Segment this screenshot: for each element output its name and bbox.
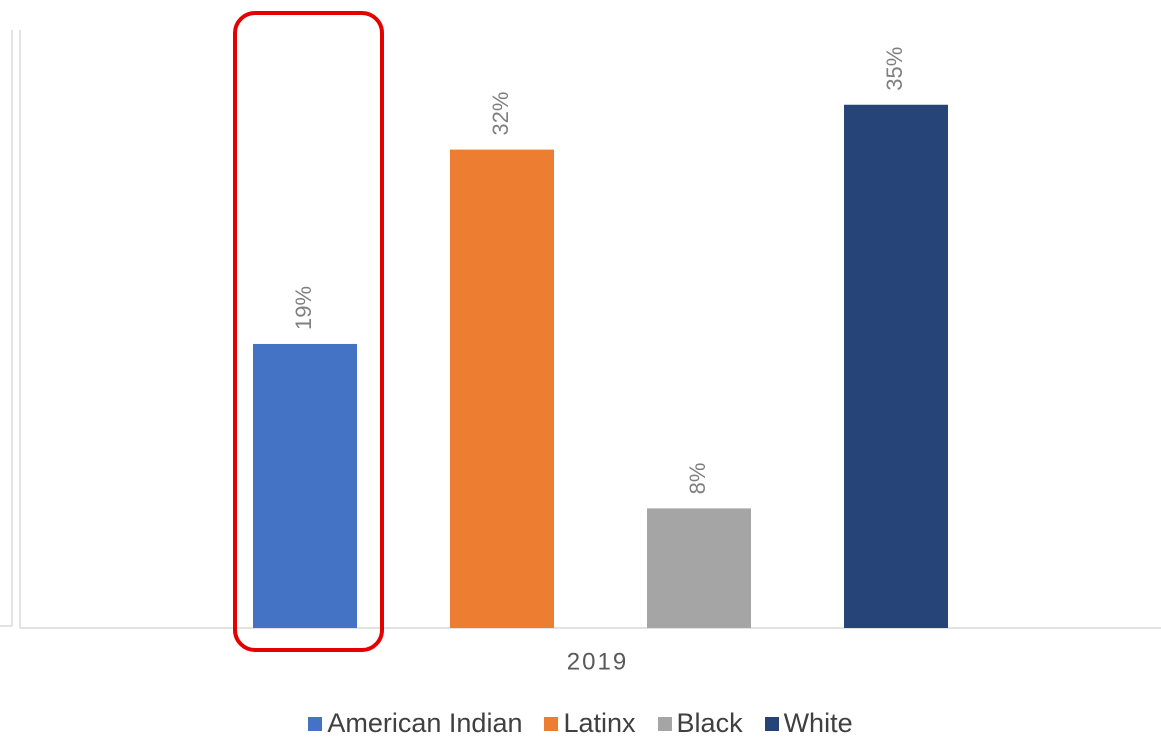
- chart: 2019 19% 32% 8% 35%: [0, 11, 1161, 675]
- legend-item: White: [764, 708, 853, 739]
- legend-item: Latinx: [544, 708, 636, 739]
- legend-item: Black: [657, 708, 743, 739]
- legend-swatch: [764, 716, 779, 731]
- data-label: 32%: [488, 92, 513, 136]
- legend: American Indian Latinx Black White: [0, 708, 1161, 739]
- data-label: 8%: [685, 463, 710, 495]
- data-label: 35%: [882, 47, 907, 91]
- bar: [450, 149, 554, 628]
- legend-swatch: [657, 716, 672, 731]
- bar: [253, 343, 357, 628]
- legend-swatch: [544, 716, 559, 731]
- bar: [844, 104, 948, 628]
- x-tick-label: 2019: [567, 648, 628, 675]
- legend-swatch: [308, 716, 323, 731]
- bar: [647, 508, 751, 628]
- highlight-box: [233, 11, 384, 652]
- legend-label: American Indian: [327, 708, 523, 738]
- legend-label: Black: [676, 708, 743, 738]
- data-label: 19%: [291, 286, 316, 330]
- plot: 2019 19% 32% 8% 35%: [253, 47, 948, 675]
- legend-item: American Indian: [308, 708, 522, 739]
- legend-label: Latinx: [563, 708, 636, 738]
- legend-label: White: [783, 708, 853, 738]
